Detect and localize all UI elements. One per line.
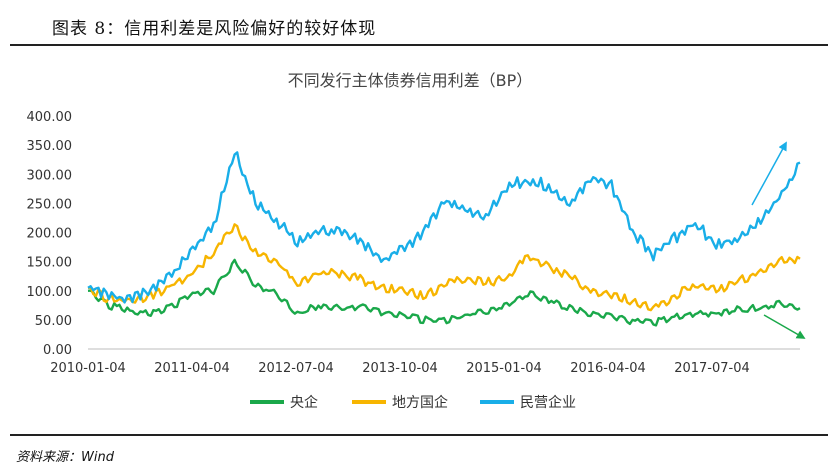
y-tick-label: 0.00 <box>43 343 72 358</box>
top-rule <box>10 44 828 46</box>
x-tick-label: 2013-10-04 <box>362 361 438 376</box>
series-line <box>87 151 801 304</box>
trend-arrows <box>751 141 806 339</box>
x-tick-label: 2011-04-04 <box>154 361 230 376</box>
down-trend-arrow <box>763 314 806 339</box>
y-axis: 0.00 50.00 100.00 150.00 200.00 250.00 300.00 3… <box>27 110 73 358</box>
y-tick-label: 100.00 <box>27 285 73 300</box>
chart-title: 不同发行主体债券信用利差（BP） <box>288 71 533 90</box>
y-tick-label: 150.00 <box>27 256 73 271</box>
y-tick-label: 300.00 <box>27 168 73 183</box>
bottom-rule <box>10 434 828 436</box>
y-tick-label: 50.00 <box>35 314 72 329</box>
x-tick-label: 2012-07-04 <box>258 361 334 376</box>
y-tick-label: 350.00 <box>27 139 73 154</box>
y-tick-label: 250.00 <box>27 197 73 212</box>
legend-label: 央企 <box>290 394 318 411</box>
x-tick-label: 2015-01-04 <box>466 361 542 376</box>
x-tick-label: 2010-01-04 <box>50 361 126 376</box>
x-tick-label: 2016-04-04 <box>570 361 646 376</box>
legend-label: 地方国企 <box>392 394 448 411</box>
x-axis: 2010-01-04 2011-04-04 2012-07-04 2013-10-04… <box>50 348 800 376</box>
figure-caption: 图表 8：信用利差是风险偏好的较好体现 <box>52 19 377 39</box>
y-tick-label: 400.00 <box>27 110 73 125</box>
legend: 央企 地方国企 民营企业 <box>250 394 576 411</box>
legend-label: 民营企业 <box>520 394 576 411</box>
x-tick-label: 2017-07-04 <box>674 361 750 376</box>
up-trend-arrow <box>751 141 787 206</box>
series-line <box>87 258 801 327</box>
series-line <box>87 223 801 312</box>
series-group <box>87 151 801 327</box>
y-tick-label: 200.00 <box>27 227 73 242</box>
source-note: 资料来源：Wind <box>16 450 114 465</box>
